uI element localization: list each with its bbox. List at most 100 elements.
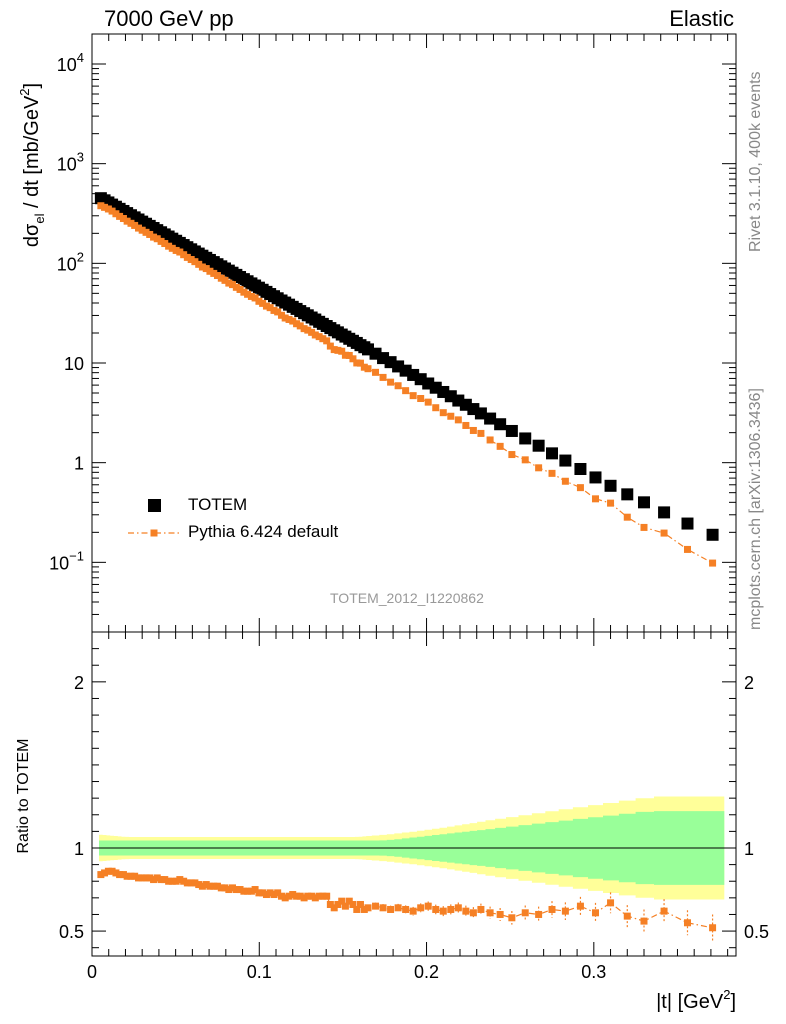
mc-point xyxy=(394,382,402,390)
mc-point xyxy=(187,256,195,264)
mc-point xyxy=(213,272,221,280)
mc-ratio-point xyxy=(165,877,173,885)
mc-point xyxy=(417,395,425,403)
mc-point xyxy=(153,235,161,243)
mc-ratio-point xyxy=(402,905,410,913)
mc-ratio-point xyxy=(157,876,165,884)
data-point xyxy=(559,454,572,467)
main-y-axis-label: dσel / dt [mb/GeV2] xyxy=(17,83,47,247)
mc-ratio-point xyxy=(623,912,631,920)
data-point xyxy=(589,471,602,484)
mc-ratio-point xyxy=(709,924,717,932)
mc-ratio-point xyxy=(210,882,218,890)
x-tick-label-3: 0.3 xyxy=(581,962,606,982)
mc-ratio-point xyxy=(97,871,105,879)
legend-entry-mc: Pythia 6.424 default xyxy=(188,522,339,541)
mc-point xyxy=(360,363,368,371)
mc-ratio-point xyxy=(640,917,648,925)
mc-ratio-point xyxy=(198,882,206,890)
mc-point xyxy=(176,248,184,256)
data-point xyxy=(484,412,497,425)
mc-ratio-point xyxy=(372,902,380,910)
mc-point xyxy=(206,267,214,275)
mc-ratio-point xyxy=(255,889,263,897)
mc-ratio-point xyxy=(561,907,569,915)
mc-ratio-point xyxy=(432,905,440,913)
mc-point xyxy=(236,285,244,293)
mc-ratio-point xyxy=(123,872,131,880)
x-tick-label-2: 0.2 xyxy=(414,962,439,982)
mc-ratio-point xyxy=(477,905,485,913)
mc-ratio-point xyxy=(202,881,210,889)
mc-point xyxy=(281,314,289,322)
mc-point xyxy=(293,320,301,328)
data-point xyxy=(474,407,487,420)
mc-ratio-point xyxy=(462,907,470,915)
mc-ratio-point xyxy=(217,884,225,892)
mc-ratio-point xyxy=(296,892,304,900)
mc-point xyxy=(364,365,372,373)
mc-point xyxy=(356,359,364,367)
mc-point xyxy=(168,244,176,252)
mc-ratio-point xyxy=(345,897,353,905)
mc-point xyxy=(345,351,353,359)
mc-point xyxy=(535,464,543,472)
mc-ratio-point xyxy=(591,909,599,917)
mc-point xyxy=(262,302,270,310)
mc-ratio-point xyxy=(221,884,229,892)
mc-point xyxy=(157,237,165,245)
source-reference-label: mcplots.cern.ch [arXiv:1306.3436] xyxy=(747,388,764,630)
mc-ratio-point xyxy=(439,907,447,915)
mc-point xyxy=(116,212,124,220)
mc-ratio-point xyxy=(323,892,331,900)
mc-ratio-point xyxy=(454,904,462,912)
mc-point xyxy=(576,484,584,492)
mc-point xyxy=(161,240,169,248)
mc-point xyxy=(432,404,440,412)
data-point xyxy=(706,528,719,541)
mc-point xyxy=(123,217,131,225)
mc-ratio-point xyxy=(119,871,127,879)
mc-ratio-point xyxy=(168,877,176,885)
mc-ratio-point xyxy=(486,909,494,917)
mc-point xyxy=(308,328,316,336)
mc-point xyxy=(409,392,417,400)
mc-point xyxy=(300,325,308,333)
mc-ratio-point xyxy=(131,872,139,880)
mc-ratio-point xyxy=(349,900,357,908)
y-tick-label-0: 10−1 xyxy=(49,548,84,573)
mc-ratio-point xyxy=(508,914,516,922)
mc-point xyxy=(217,274,225,282)
mc-ratio-point xyxy=(379,904,387,912)
mc-point xyxy=(447,412,455,420)
mc-ratio-point xyxy=(535,910,543,918)
mc-ratio-point xyxy=(300,894,308,902)
mc-point xyxy=(108,207,116,215)
mc-ratio-point xyxy=(180,877,188,885)
x-axis-label: |t| [GeV2] xyxy=(656,987,736,1013)
mc-ratio-point xyxy=(289,891,297,899)
mc-ratio-point xyxy=(225,886,233,894)
mc-point xyxy=(285,315,293,323)
mc-point xyxy=(311,331,319,339)
mc-ratio-point xyxy=(187,879,195,887)
mc-ratio-point xyxy=(116,871,124,879)
mc-point xyxy=(251,294,259,302)
mc-point xyxy=(104,205,112,213)
ratio-y-tick-label-right-2: 2 xyxy=(744,673,754,693)
mc-point xyxy=(709,559,717,567)
mc-ratio-point xyxy=(195,881,203,889)
ratio-y-tick-label-left-2: 2 xyxy=(74,673,84,693)
mc-point xyxy=(225,279,233,287)
mc-point xyxy=(561,477,569,485)
mc-point xyxy=(210,269,218,277)
mc-point xyxy=(244,290,252,298)
mc-point xyxy=(274,308,282,316)
x-tick-label-1: 0.1 xyxy=(247,962,272,982)
mc-point xyxy=(454,416,462,424)
mc-point xyxy=(172,246,180,254)
mc-ratio-point xyxy=(334,900,342,908)
mc-ratio-point xyxy=(274,889,282,897)
mc-point xyxy=(548,469,556,477)
mc-point xyxy=(255,297,263,305)
